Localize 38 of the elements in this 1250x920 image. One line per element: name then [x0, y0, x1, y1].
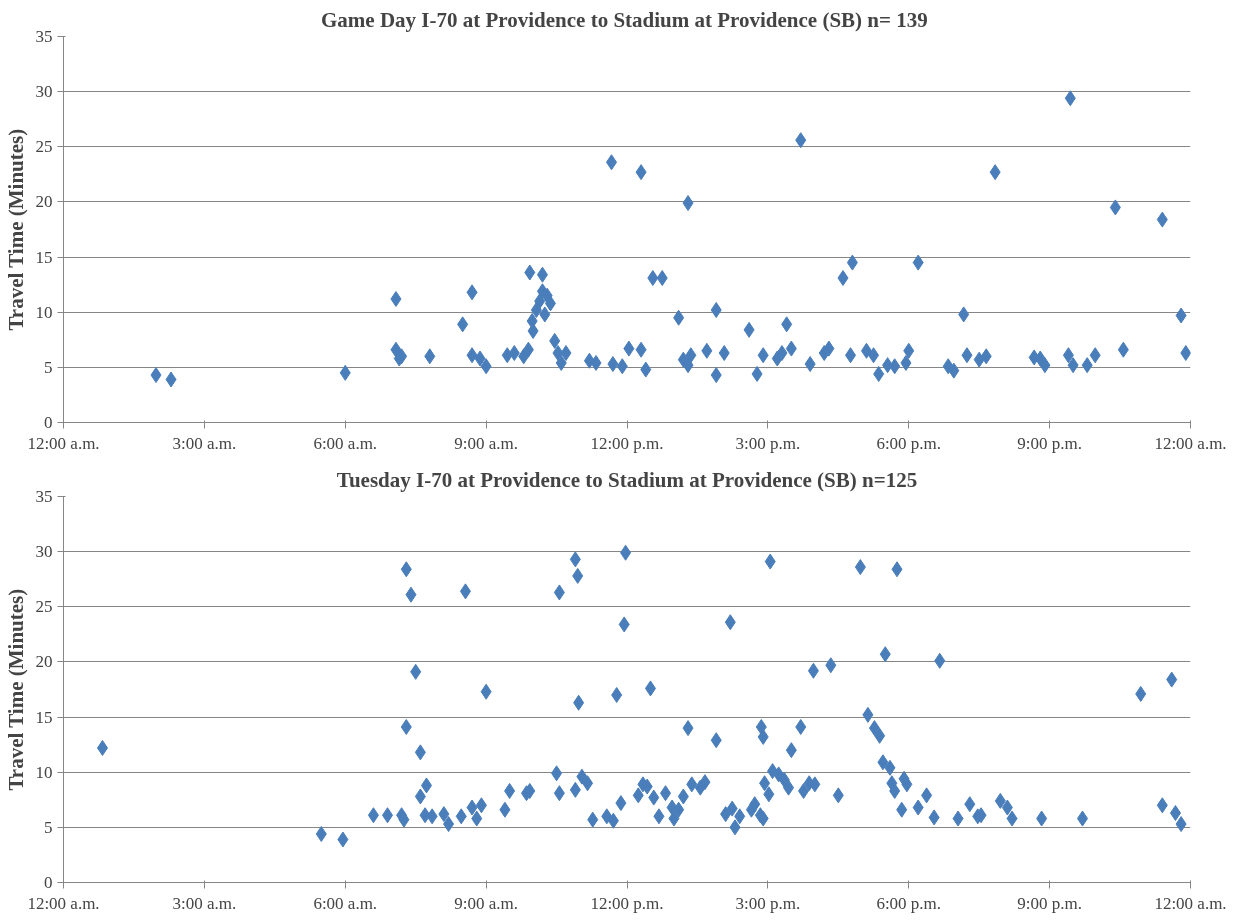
x-tick-label: 6:00 a.m.: [313, 893, 378, 913]
y-tick-label: 30: [35, 82, 53, 102]
x-tick-label: 9:00 p.m.: [1017, 433, 1082, 453]
x-tick-label: 6:00 p.m.: [876, 433, 942, 453]
y-tick-label: 10: [35, 762, 53, 782]
x-tick-label: 9:00 p.m.: [1017, 893, 1082, 913]
y-tick-label: 15: [35, 707, 53, 727]
x-tick-label: 12:00 p.m.: [590, 433, 664, 453]
y-tick-label: 35: [35, 27, 53, 46]
y-tick-label: 0: [44, 873, 53, 892]
x-tick-label: 3:00 p.m.: [735, 433, 801, 453]
chart-title: Game Day I-70 at Providence to Stadium at Providence (SB) n= 139: [321, 7, 928, 32]
x-tick-label: 9:00 a.m.: [454, 433, 518, 453]
y-tick-label: 35: [35, 487, 53, 506]
chart-title: Tuesday I-70 at Providence to Stadium at Providence (SB) n=125: [336, 467, 918, 492]
x-tick-label: 3:00 a.m.: [172, 893, 237, 913]
x-tick-label: 12:00 a.m.: [1154, 893, 1227, 913]
y-tick-label: 10: [35, 302, 53, 322]
x-tick-label: 12:00 a.m.: [27, 433, 100, 453]
x-tick-label: 12:00 a.m.: [1154, 433, 1227, 453]
y-tick-label: 25: [35, 597, 53, 617]
x-tick-label: 6:00 p.m.: [876, 893, 942, 913]
y-tick-label: 5: [44, 357, 53, 377]
x-tick-label: 3:00 a.m.: [172, 433, 237, 453]
x-tick-label: 9:00 a.m.: [454, 893, 518, 913]
y-axis-title: Travel Time (Minutes): [3, 128, 28, 331]
x-tick-label: 3:00 p.m.: [735, 893, 801, 913]
y-tick-label: 5: [44, 817, 53, 837]
x-tick-label: 12:00 p.m.: [590, 893, 664, 913]
x-tick-label: 6:00 a.m.: [313, 433, 378, 453]
y-tick-label: 0: [44, 413, 53, 432]
y-tick-label: 30: [35, 542, 53, 562]
y-tick-label: 15: [35, 247, 53, 267]
y-tick-label: 20: [35, 652, 53, 672]
y-tick-label: 20: [35, 192, 53, 212]
y-tick-label: 25: [35, 137, 53, 157]
y-axis-title: Travel Time (Minutes): [3, 588, 28, 791]
x-tick-label: 12:00 a.m.: [27, 893, 100, 913]
